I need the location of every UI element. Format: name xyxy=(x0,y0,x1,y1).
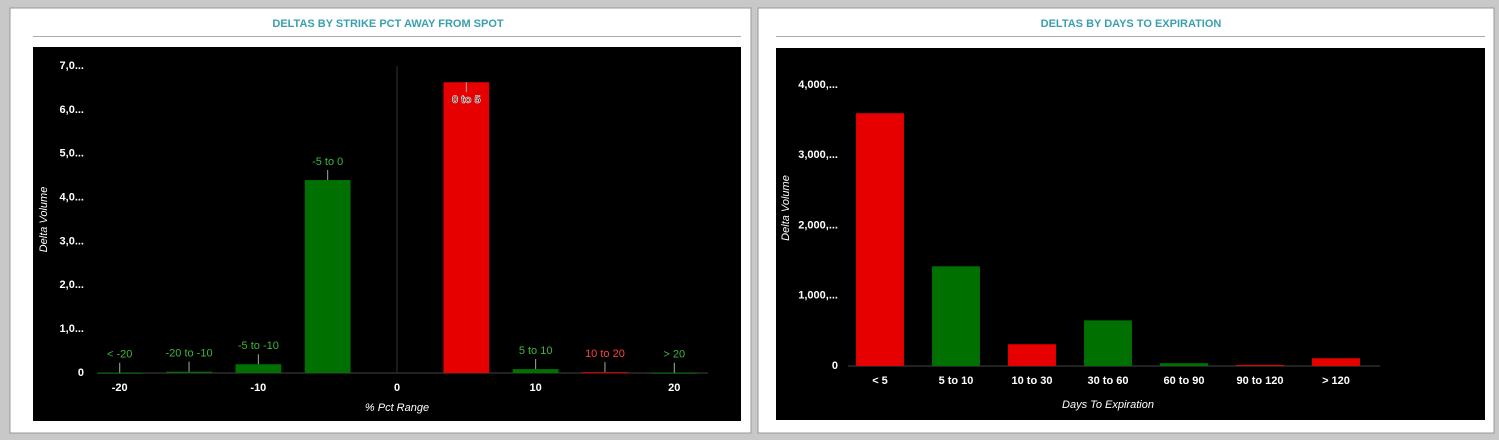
x-tick-label: 20 xyxy=(668,382,680,394)
chart-title: DELTAS BY DAYS TO EXPIRATION xyxy=(1041,18,1222,30)
y-tick-label: 5,0... xyxy=(60,148,84,160)
x-tick-label: -10 xyxy=(250,382,266,394)
x-tick-label: 0 xyxy=(394,382,400,394)
data-label: -20 to -10 xyxy=(165,348,212,360)
x-tick-label: 10 to 30 xyxy=(1012,375,1053,387)
y-tick-label: 6,0... xyxy=(60,104,84,116)
y-tick-label: 3,000,... xyxy=(798,149,838,161)
y-axis-title: Delta Volume xyxy=(780,175,792,241)
bar xyxy=(856,113,904,366)
x-axis-title: % Pct Range xyxy=(365,402,429,414)
y-tick-label: 2,000,... xyxy=(798,219,838,231)
bar xyxy=(166,371,212,373)
data-label: -5 to 0 xyxy=(312,156,343,168)
bar xyxy=(96,372,143,374)
y-tick-label: 2,0... xyxy=(60,279,84,291)
bar xyxy=(1160,363,1208,366)
x-tick-label: 90 to 120 xyxy=(1236,375,1283,387)
x-tick-label: < 5 xyxy=(872,375,888,387)
data-label: 5 to 10 xyxy=(519,345,553,357)
y-tick-label: 0 xyxy=(832,360,838,372)
y-tick-label: 1,0... xyxy=(60,323,84,335)
data-label: > 20 xyxy=(663,349,685,361)
chart-title: DELTAS BY STRIKE PCT AWAY FROM SPOT xyxy=(272,18,504,30)
x-tick-label: -20 xyxy=(112,382,128,394)
y-axis-title: Delta Volume xyxy=(38,187,50,253)
bar xyxy=(1312,358,1360,366)
bar xyxy=(582,372,628,374)
x-tick-label: 60 to 90 xyxy=(1164,375,1205,387)
x-tick-label: 10 xyxy=(530,382,542,394)
bar xyxy=(512,369,559,373)
bar xyxy=(304,180,351,373)
x-tick-label: 5 to 10 xyxy=(939,375,974,387)
y-tick-label: 1,000,... xyxy=(798,290,838,302)
y-tick-label: 4,000,... xyxy=(798,79,838,91)
x-tick-label: > 120 xyxy=(1322,375,1350,387)
bar xyxy=(651,372,698,374)
y-tick-label: 0 xyxy=(78,367,84,379)
bar xyxy=(1084,320,1132,366)
data-label: 0 to 5 xyxy=(452,94,481,106)
x-tick-label: 30 to 60 xyxy=(1088,375,1129,387)
y-tick-label: 7,0... xyxy=(60,60,84,72)
bar xyxy=(932,266,980,366)
bar xyxy=(1008,344,1056,366)
data-label: -5 to -10 xyxy=(238,340,279,352)
plot-area xyxy=(33,47,741,421)
data-label: 10 to 20 xyxy=(585,348,625,360)
bar xyxy=(443,82,490,373)
y-tick-label: 4,0... xyxy=(60,191,84,203)
bar xyxy=(235,364,282,373)
data-label: < -20 xyxy=(107,349,132,361)
y-tick-label: 3,0... xyxy=(60,235,84,247)
x-axis-title: Days To Expiration xyxy=(1062,399,1154,411)
bar xyxy=(1236,364,1284,366)
